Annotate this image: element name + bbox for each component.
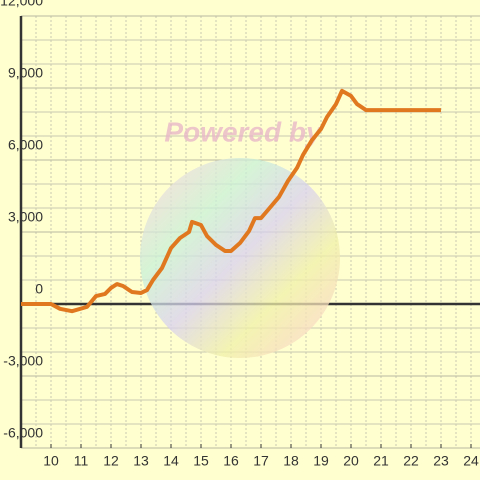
x-tick-label: 20	[343, 453, 359, 469]
x-tick-label: 10	[43, 453, 59, 469]
y-tick-label: 6,000	[8, 137, 43, 153]
x-tick-label: 22	[403, 453, 419, 469]
line-series	[21, 88, 441, 314]
x-tick-label: 21	[373, 453, 389, 469]
grid	[21, 15, 480, 449]
x-tick-label: 15	[193, 453, 209, 469]
x-tick-label: 14	[163, 453, 179, 469]
x-tick-label: 18	[283, 453, 299, 469]
x-tick-label: 23	[433, 453, 449, 469]
watermark-logo	[140, 158, 340, 358]
x-tick-label: 11	[74, 453, 89, 469]
y-tick-label: 3,000	[8, 209, 43, 225]
y-tick-label: 0	[35, 281, 43, 297]
x-tick-label: 17	[253, 453, 269, 469]
watermark: Powered by	[164, 116, 323, 147]
x-tick-label: 19	[313, 453, 329, 469]
x-tick-label: 13	[133, 453, 149, 469]
x-tick-label: 12	[103, 453, 119, 469]
x-tick-label: 24	[463, 453, 479, 469]
y-tick-label: -3,000	[3, 353, 43, 369]
x-tick-label: 16	[223, 453, 239, 469]
plot: -6,000 -3,000 0 3,000 6,000 9,000 12,000 10 11 12…	[0, 0, 479, 469]
y-tick-label: -6,000	[3, 425, 43, 441]
y-tick-label: 9,000	[8, 65, 43, 81]
y-tick-label: 12,000	[0, 0, 43, 9]
